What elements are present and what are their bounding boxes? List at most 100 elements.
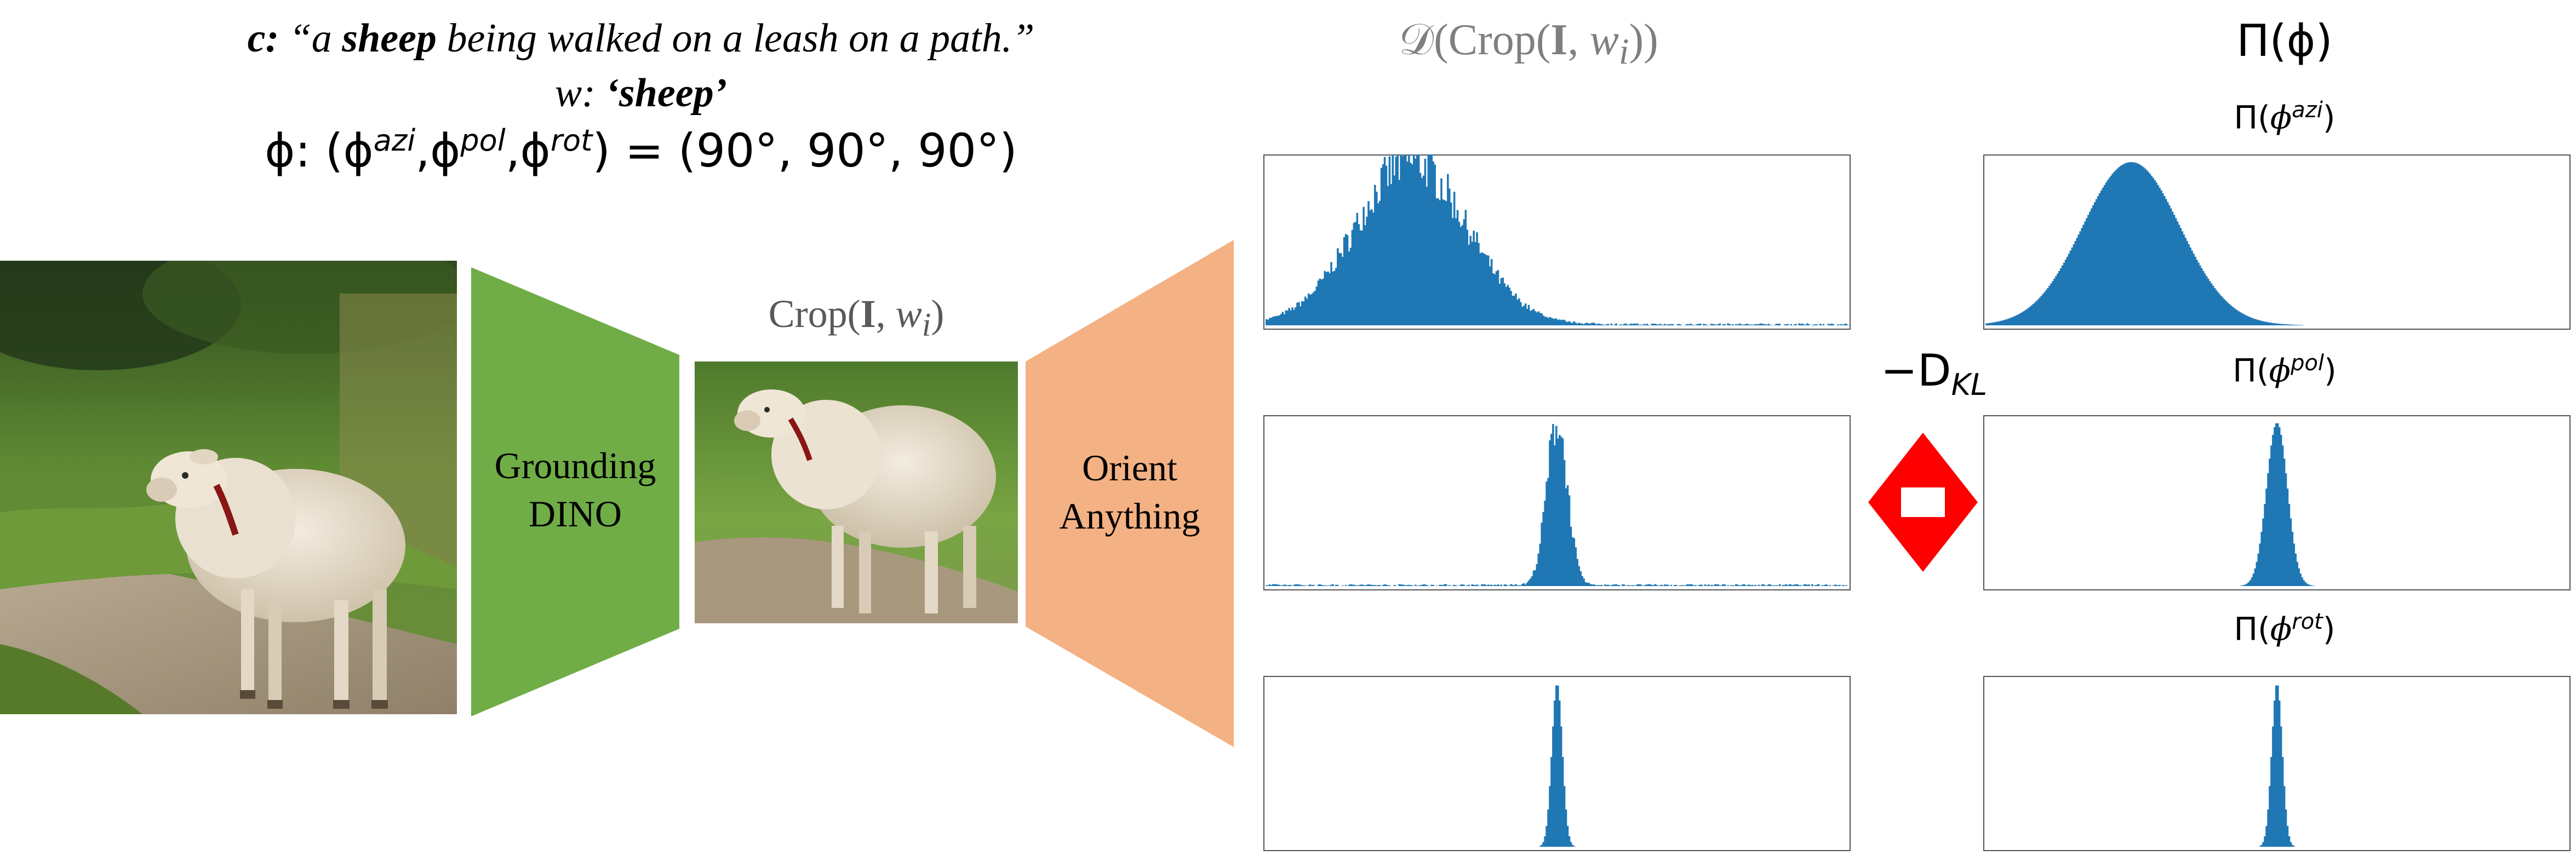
histogram-bar (1566, 322, 1569, 325)
histogram-bar (1524, 303, 1527, 325)
histogram-bar (1522, 306, 1525, 325)
caption-c-prefix: c: (247, 16, 279, 61)
histogram-bar (1324, 271, 1326, 325)
histogram-bar (1521, 584, 1524, 586)
histogram-bar (1329, 273, 1331, 325)
histogram-bar (2029, 306, 2031, 325)
histogram-bar (2058, 271, 2060, 325)
histogram-bar (1547, 809, 1549, 847)
histogram-bar (1565, 809, 1567, 847)
histogram-bar (1652, 323, 1655, 325)
histogram-bar (2174, 218, 2177, 325)
histogram-bar (2118, 167, 2120, 325)
histogram-bar (1395, 157, 1397, 325)
histogram-bar (1275, 584, 1278, 586)
histogram-bar (1607, 324, 1610, 325)
histogram-bar (1714, 324, 1716, 325)
histogram-bar (1613, 584, 1616, 586)
histogram-bar (1469, 236, 1472, 325)
histogram-bar (1568, 836, 1571, 847)
histogram-bar (1387, 186, 1389, 325)
histogram-bar (2264, 504, 2266, 586)
histogram-bar (1541, 845, 1543, 847)
histogram-bar (1719, 323, 1721, 325)
histogram-bar (2288, 324, 2291, 325)
histogram-bar (2235, 309, 2237, 325)
histogram-bar (1304, 296, 1307, 325)
histogram-bar (2019, 313, 2022, 325)
histogram-bar (2212, 285, 2214, 325)
histogram-bar (2280, 726, 2282, 847)
histogram-bar (2022, 311, 2025, 325)
histogram-bar (1842, 584, 1844, 586)
histogram-bar (2076, 238, 2079, 325)
histogram-bar (1549, 440, 1551, 586)
crop-label-index: i (921, 306, 931, 343)
histogram-bar (1593, 584, 1595, 586)
histogram-bar (1758, 324, 1760, 325)
histogram-bar (1516, 300, 1519, 325)
histogram-bar (1513, 585, 1515, 586)
histogram-bar (1507, 285, 1509, 325)
histogram-bar (1293, 309, 1295, 325)
histogram-bars (2240, 423, 2315, 586)
histogram-bar (1639, 584, 1642, 586)
histogram-bar (2006, 319, 2008, 325)
histogram-bar (2215, 290, 2218, 325)
histogram-bar (1489, 266, 1491, 325)
histogram-bar (2260, 845, 2263, 847)
histogram-bar (1453, 192, 1456, 325)
histogram-bar (2298, 568, 2300, 586)
histogram-bar (1822, 324, 1825, 325)
histogram-bar (1401, 584, 1404, 586)
histogram-bar (1570, 322, 1572, 325)
histogram-bar (1309, 584, 1312, 586)
histogram-bar (2254, 568, 2257, 586)
histogram-bar (1338, 252, 1341, 325)
histogram-bars (1266, 424, 1847, 586)
histogram-bar (1987, 323, 1989, 325)
histogram-bar (2249, 317, 2252, 325)
histogram-bar (1571, 537, 1574, 586)
histogram-bar (2277, 323, 2279, 325)
histogram-bar (1515, 584, 1517, 586)
histogram-bar (1450, 202, 1452, 325)
histogram-bar (1474, 585, 1476, 586)
histogram-bar (1712, 324, 1715, 325)
histogram-bar (2014, 315, 2017, 325)
kl-text: −D (1880, 345, 1951, 396)
histogram-bar (2130, 162, 2132, 325)
histogram-bar (1699, 584, 1702, 586)
histogram-bar (1320, 279, 1323, 325)
grounding-dino-label-line1: Grounding (494, 445, 656, 486)
histogram-bar (1727, 585, 1729, 586)
histogram-bar (2285, 809, 2287, 847)
histogram-bar (1459, 227, 1462, 325)
histogram-bar (1445, 201, 1447, 325)
histogram-bar (2024, 310, 2027, 325)
histogram-bar (2150, 175, 2153, 325)
histogram-bar (1359, 230, 1361, 325)
histogram-bar (1844, 324, 1846, 325)
histogram-bar (1383, 584, 1386, 586)
histogram-bar (2274, 701, 2276, 847)
histogram-bar (1459, 584, 1462, 586)
histogram-bar (1288, 584, 1290, 586)
histogram-bar (2139, 164, 2142, 325)
histogram-bar (2270, 757, 2272, 847)
histogram-bar (2272, 726, 2274, 847)
histogram-bar (1561, 438, 1564, 586)
histogram-bar (1293, 584, 1295, 586)
histogram-bar (1403, 584, 1405, 586)
histogram-bar (2252, 573, 2255, 586)
histogram-bar (1276, 315, 1279, 325)
histogram-bar (1835, 584, 1837, 586)
histogram-bar (1300, 306, 1302, 325)
histogram-bar (1335, 584, 1337, 586)
histogram-bar (1988, 323, 1991, 325)
histogram-bar (1473, 584, 1475, 586)
histogram-bar (1651, 584, 1653, 586)
histogram-bar (2264, 322, 2266, 325)
histogram-bar (1604, 584, 1606, 586)
histogram-bar (1374, 585, 1376, 586)
